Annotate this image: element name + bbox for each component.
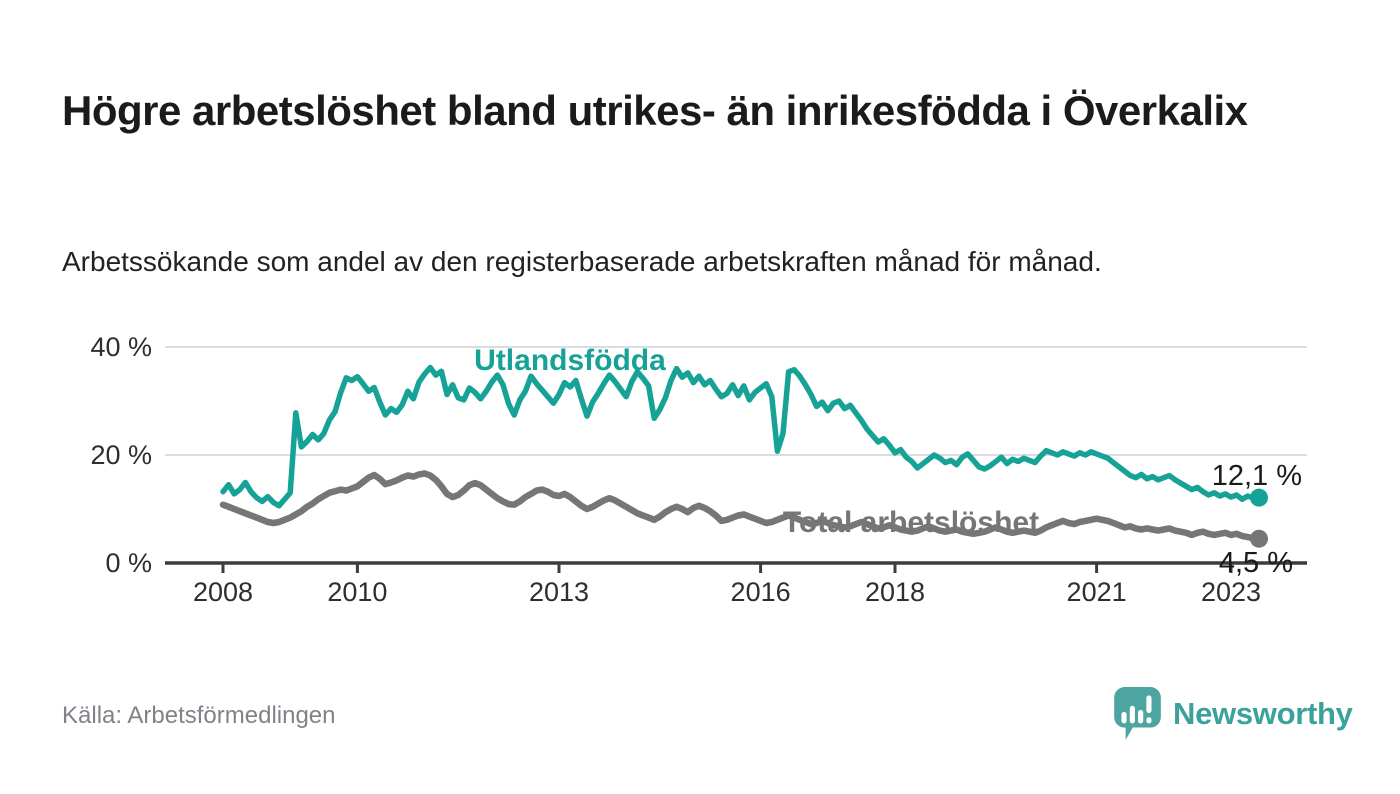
logo-bubble [1114, 687, 1161, 740]
x-tick-label: 2008 [193, 577, 253, 607]
logo-exclamation-bar [1146, 695, 1152, 713]
series-line-2 [219, 470, 1263, 542]
x-tick-label: 2016 [731, 577, 791, 607]
series-label-2: Total arbetslöshet [783, 506, 1039, 539]
series-line-1 [220, 364, 1262, 509]
x-tick-label: 2021 [1067, 577, 1127, 607]
logo-bar-3 [1138, 709, 1144, 724]
series-label-1: Utlandsfödda [474, 344, 666, 377]
logo-bar-2 [1129, 705, 1135, 724]
series-end-value-2: 4,5 % [1219, 547, 1293, 579]
x-tick-label: 2013 [529, 577, 589, 607]
y-tick-label: 20 % [90, 440, 152, 470]
brand-wordmark: Newsworthy [1173, 696, 1353, 731]
logo-bar-1 [1121, 711, 1127, 724]
x-tick-label: 2023 [1201, 577, 1261, 607]
newsworthy-brand: Newsworthy [1112, 686, 1353, 742]
y-tick-label: 40 % [90, 332, 152, 362]
y-tick-label: 0 % [105, 548, 152, 578]
series-end-dot-2 [1250, 529, 1268, 548]
x-tick-label: 2018 [865, 577, 925, 607]
chart-subtitle: Arbetssökande som andel av den registerb… [62, 246, 1102, 277]
series-end-value-1: 12,1 % [1212, 460, 1302, 492]
series-end-dot-1 [1250, 488, 1268, 507]
page-title: Högre arbetslöshet bland utrikes- än inr… [62, 87, 1248, 135]
newsworthy-logo-icon [1114, 687, 1161, 740]
x-tick-label: 2010 [327, 577, 387, 607]
logo-exclamation-dot [1146, 717, 1152, 724]
source-note: Källa: Arbetsförmedlingen [62, 702, 336, 729]
